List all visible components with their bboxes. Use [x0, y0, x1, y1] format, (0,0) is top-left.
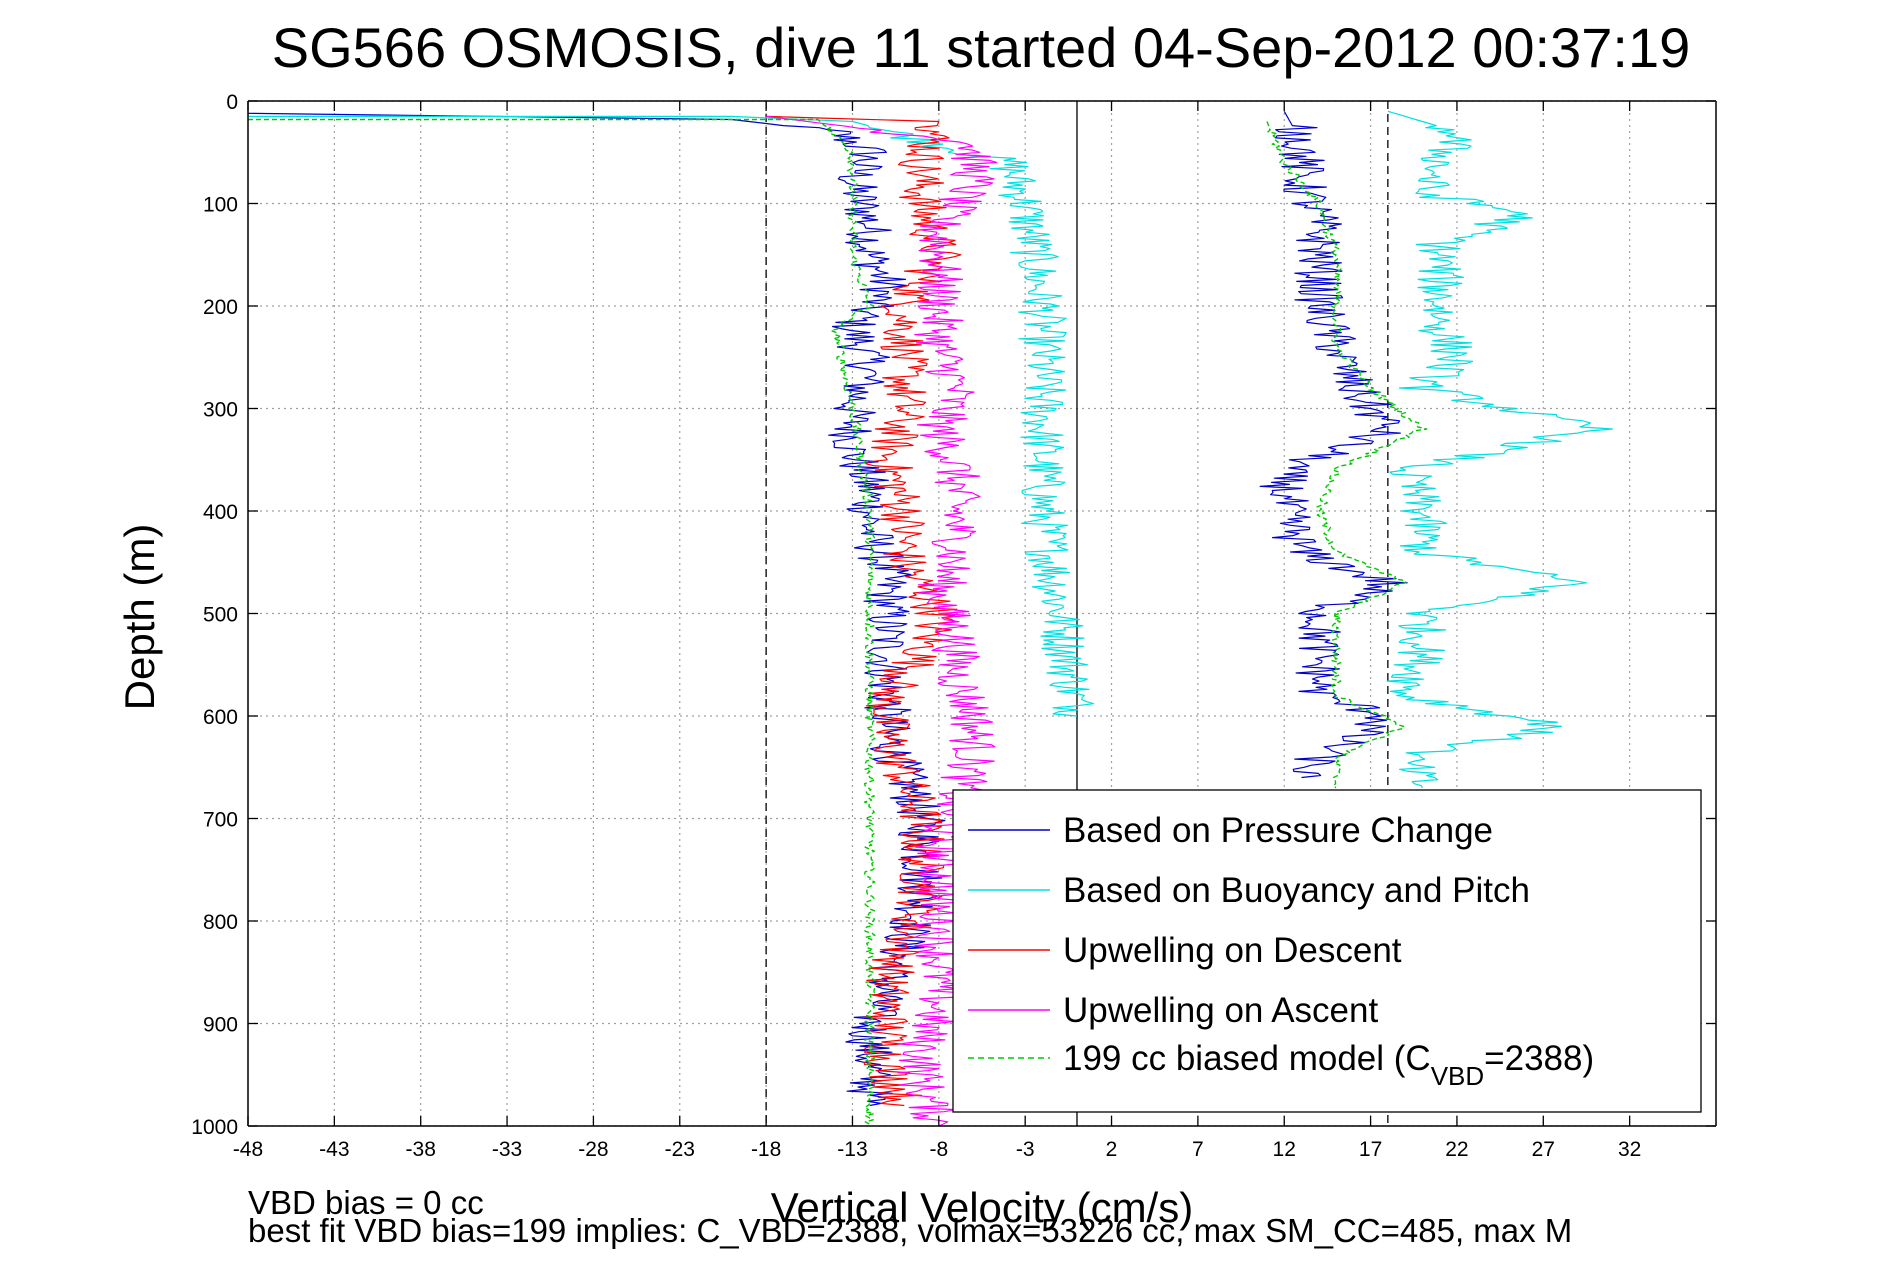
x-tick-label: 22 — [1445, 1138, 1468, 1161]
y-tick-label: 700 — [203, 809, 238, 832]
y-tick-label: 400 — [203, 501, 238, 524]
x-tick-label: -28 — [578, 1138, 608, 1161]
x-tick-label: 27 — [1532, 1138, 1555, 1161]
footer-best-fit: best fit VBD bias=199 implies: C_VBD=238… — [248, 1212, 1572, 1249]
y-tick-label: 200 — [203, 296, 238, 319]
x-tick-label: 32 — [1618, 1138, 1641, 1161]
legend-label: Based on Buoyancy and Pitch — [1063, 871, 1530, 910]
x-tick-label: -33 — [492, 1138, 522, 1161]
y-axis-label: Depth (m) — [116, 524, 163, 711]
x-tick-label: 12 — [1273, 1138, 1296, 1161]
x-tick-label: -18 — [751, 1138, 781, 1161]
series-line-descent-4 — [248, 118, 876, 1127]
x-tick-label: -23 — [665, 1138, 695, 1161]
series-line-descent-3 — [766, 115, 998, 1127]
y-tick-label: 0 — [226, 91, 238, 114]
series-line-ascent-5 — [1259, 110, 1408, 779]
y-tick-label: 1000 — [191, 1116, 238, 1139]
x-tick-label: 2 — [1106, 1138, 1118, 1161]
chart-title: SG566 OSMOSIS, dive 11 started 04-Sep-20… — [272, 16, 1690, 79]
series-line-ascent-6 — [1386, 110, 1614, 789]
legend-box — [952, 789, 1702, 1113]
legend-label: Upwelling on Descent — [1063, 931, 1402, 970]
x-tick-label: 7 — [1192, 1138, 1204, 1161]
series-line-ascent-7 — [1266, 121, 1428, 789]
series-line-descent-2 — [766, 115, 962, 1107]
x-tick-label: -38 — [406, 1138, 436, 1161]
series-line-descent-1 — [248, 115, 1095, 717]
y-tick-label: 300 — [203, 399, 238, 422]
x-tick-label: -8 — [929, 1138, 948, 1161]
x-tick-label: -3 — [1016, 1138, 1035, 1161]
x-axis-label: Vertical Velocity (cm/s) — [771, 1184, 1193, 1231]
legend-label: Upwelling on Ascent — [1063, 991, 1378, 1030]
x-tick-label: 17 — [1359, 1138, 1382, 1161]
series-line-descent-0 — [247, 112, 946, 1107]
y-tick-label: 900 — [203, 1014, 238, 1037]
y-tick-label: 600 — [203, 706, 238, 729]
x-tick-label: -13 — [837, 1138, 867, 1161]
footer-vbd-bias: VBD bias = 0 cc — [248, 1184, 484, 1221]
x-tick-label: -43 — [319, 1138, 349, 1161]
y-tick-label: 800 — [203, 911, 238, 934]
y-tick-label: 500 — [203, 604, 238, 627]
y-tick-label: 100 — [203, 194, 238, 217]
legend-label: Based on Pressure Change — [1063, 811, 1493, 850]
x-tick-label: -48 — [233, 1138, 263, 1161]
